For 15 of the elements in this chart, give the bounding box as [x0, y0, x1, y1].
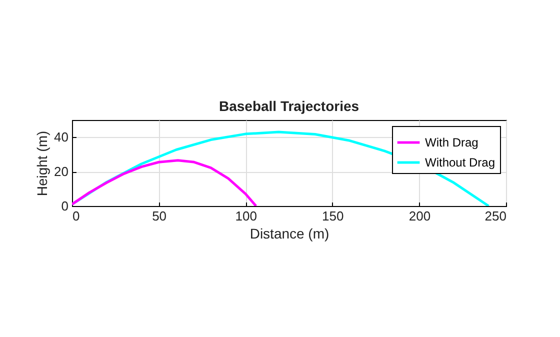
- y-tick-label: 0: [61, 198, 68, 214]
- x-axis-title: Distance (m): [250, 226, 330, 242]
- legend-label: Without Drag: [425, 156, 496, 170]
- x-tick-label: 100: [235, 208, 257, 224]
- chart-title: Baseball Trajectories: [218, 98, 360, 114]
- x-tick-label: 200: [408, 208, 431, 224]
- legend-label: With Drag: [425, 136, 478, 150]
- line-series: [72, 159, 258, 206]
- x-tick-label: 250: [484, 208, 506, 224]
- y-tick-label: 40: [54, 130, 68, 145]
- y-axis-title: Height (m): [34, 130, 50, 196]
- x-tick-label: 150: [322, 208, 344, 224]
- x-tick-label: 0: [72, 208, 80, 224]
- y-tick-label: 20: [54, 164, 68, 180]
- x-tick-label: 50: [152, 208, 167, 224]
